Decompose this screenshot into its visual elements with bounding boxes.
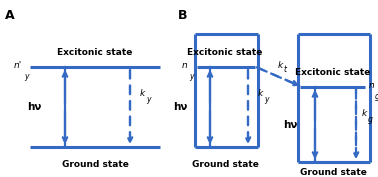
Text: k: k (278, 61, 283, 70)
Text: Ground state: Ground state (62, 160, 129, 169)
Text: k: k (140, 88, 145, 98)
Text: y: y (146, 95, 150, 104)
Text: A: A (5, 9, 15, 22)
Text: k: k (362, 109, 367, 118)
Text: Ground state: Ground state (192, 160, 259, 169)
Text: Excitonic state: Excitonic state (187, 48, 263, 57)
Text: g: g (375, 92, 378, 101)
Text: Excitonic state: Excitonic state (57, 48, 133, 57)
Text: n: n (369, 81, 375, 90)
Text: B: B (178, 9, 187, 22)
Text: y: y (189, 72, 194, 81)
Text: hν: hν (284, 120, 298, 130)
Text: hν: hν (174, 102, 188, 112)
Text: y: y (264, 95, 268, 104)
Text: n': n' (14, 61, 22, 70)
Text: t: t (284, 64, 287, 73)
Text: y: y (24, 72, 28, 81)
Text: k: k (258, 88, 263, 98)
Text: n: n (181, 61, 187, 70)
Text: Excitonic state: Excitonic state (295, 68, 371, 77)
Text: g: g (368, 115, 373, 124)
Text: hν: hν (28, 102, 42, 112)
Text: Ground state: Ground state (299, 168, 366, 177)
